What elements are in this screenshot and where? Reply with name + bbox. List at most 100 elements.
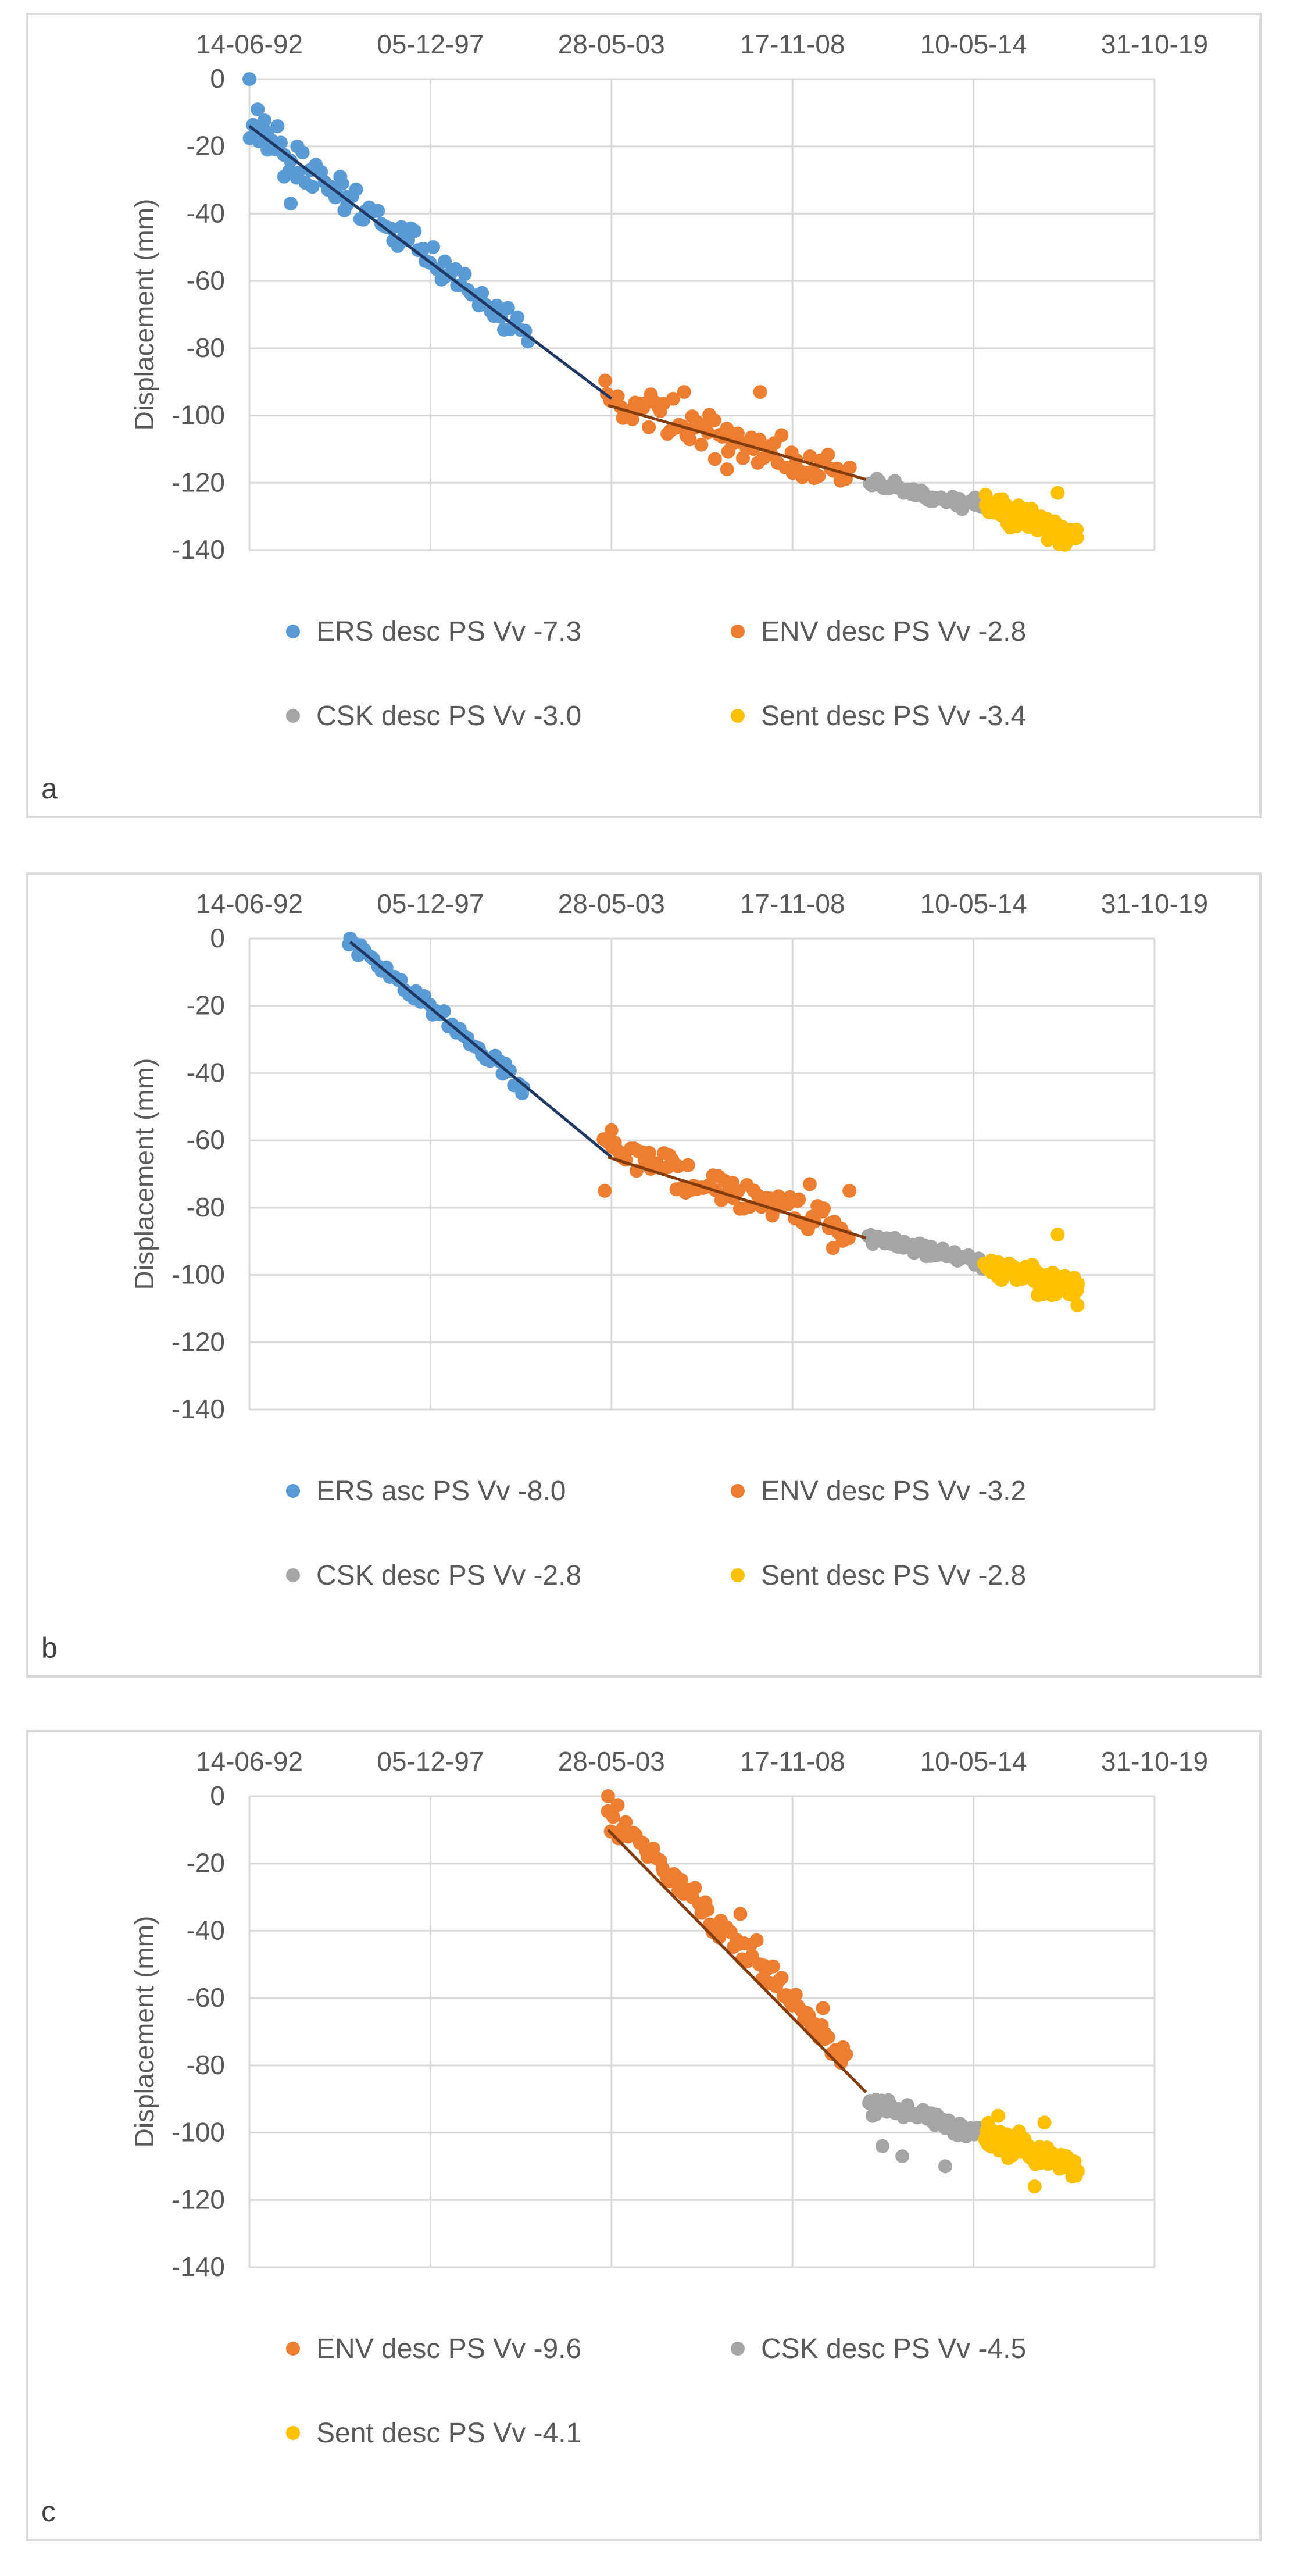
y-tick-label: 0 (210, 63, 225, 94)
data-point (766, 1959, 780, 1974)
series-points (978, 2108, 1085, 2194)
y-tick-label: -100 (171, 2117, 225, 2147)
x-tick-label: 05-12-97 (377, 889, 484, 919)
data-point (242, 72, 256, 86)
data-point (1037, 2115, 1052, 2130)
legend-marker (286, 2426, 300, 2440)
chart-panel-b: 0 -20 -40 -60 -80 -100 -120 -140 14-06-92 05-12-9… (26, 872, 1262, 1678)
y-axis-label: Displacement (mm) (129, 1916, 159, 2148)
data-point (938, 2159, 953, 2174)
data-point (475, 286, 489, 300)
data-point (817, 1201, 831, 1216)
data-point (774, 1971, 789, 1985)
y-tick-label: -140 (171, 1394, 225, 1424)
data-point (1070, 1298, 1085, 1312)
legend-label: ENV desc PS Vv -9.6 (316, 2334, 581, 2364)
y-tick-label: -100 (171, 1260, 225, 1290)
data-point (677, 385, 691, 399)
y-axis-label: Displacement (mm) (129, 1058, 159, 1290)
data-point (333, 169, 348, 184)
legend-marker (731, 1568, 745, 1582)
data-point (826, 1241, 840, 1255)
data-point (842, 460, 857, 474)
chart-b: 0 -20 -40 -60 -80 -100 -120 -140 14-06-92 05-12-9… (129, 889, 1208, 1591)
data-point (1050, 486, 1065, 500)
data-point (666, 391, 680, 406)
data-point (1070, 530, 1084, 545)
data-point (1031, 1288, 1045, 1303)
trend-line (608, 404, 867, 481)
data-point (642, 420, 656, 434)
data-point (707, 452, 722, 466)
data-point (788, 1988, 803, 2002)
y-tick-label: -100 (171, 400, 225, 430)
legend-label: ENV desc PS Vv -2.8 (761, 616, 1026, 647)
y-tick-label: -140 (171, 534, 225, 565)
x-tick-label: 28-05-03 (558, 889, 665, 919)
y-tick-label: -80 (187, 2050, 225, 2080)
x-tick-label: 10-05-14 (920, 1746, 1027, 1776)
data-point (688, 1881, 702, 1895)
data-point (510, 310, 524, 324)
data-point (340, 190, 354, 204)
legend-marker (286, 2342, 300, 2356)
data-point (749, 1933, 764, 1947)
data-point (270, 119, 285, 133)
data-point (610, 1798, 625, 1813)
data-point (606, 1810, 620, 1824)
legend-label: ERS asc PS Vv -8.0 (316, 1476, 566, 1507)
y-tick-label: -80 (187, 333, 225, 363)
data-point (720, 462, 734, 477)
x-tick-label: 05-12-97 (377, 29, 484, 59)
data-point (895, 2149, 910, 2164)
y-tick-label: -60 (187, 1125, 225, 1155)
data-point (598, 1183, 612, 1198)
y-tick-label: -20 (187, 1848, 225, 1878)
data-point (821, 2030, 835, 2045)
y-tick-label: -120 (171, 1326, 225, 1357)
data-point (284, 197, 298, 211)
x-tick-label: 14-06-92 (196, 29, 303, 59)
data-point (642, 1146, 656, 1160)
data-point (1071, 1276, 1085, 1291)
panel-label: a (41, 772, 58, 805)
data-point (290, 139, 305, 154)
legend-label: ERS desc PS Vv -7.3 (316, 616, 581, 647)
data-point (601, 1789, 615, 1803)
legend-marker (731, 625, 745, 638)
y-tick-label: -80 (187, 1192, 225, 1222)
data-point (408, 224, 422, 238)
data-point (694, 437, 709, 452)
data-point (501, 301, 515, 315)
x-tick-label: 28-05-03 (558, 29, 665, 59)
series-points (601, 1789, 853, 2070)
data-point (1050, 1228, 1065, 1242)
data-point (260, 142, 275, 157)
data-point (1027, 2179, 1042, 2194)
y-tick-label: -120 (171, 2184, 225, 2214)
data-point (625, 412, 639, 427)
data-point (604, 1123, 619, 1137)
data-point (515, 1086, 530, 1101)
y-tick-label: -120 (171, 467, 225, 497)
data-point (875, 2139, 889, 2153)
data-point (305, 180, 320, 194)
series-points (977, 1228, 1085, 1312)
data-point (681, 1158, 695, 1172)
legend-marker (731, 709, 745, 723)
legend-label: CSK desc PS Vv -4.5 (761, 2334, 1026, 2364)
data-point (865, 2108, 880, 2123)
data-point (502, 1064, 517, 1078)
chart-panel-c: 0 -20 -40 -60 -80 -100 -120 -140 14-06-92 05-12-9… (26, 1730, 1262, 2541)
data-point (792, 1192, 806, 1207)
data-point (1071, 2164, 1085, 2178)
data-point (426, 240, 441, 254)
data-point (343, 932, 358, 946)
x-tick-label: 31-10-19 (1101, 1746, 1208, 1776)
y-tick-label: -20 (187, 131, 225, 161)
data-point (812, 469, 826, 483)
legend-marker (731, 1484, 745, 1498)
legend-marker (286, 1484, 300, 1498)
legend-label: Sent desc PS Vv -3.4 (761, 701, 1026, 732)
data-point (277, 169, 291, 184)
